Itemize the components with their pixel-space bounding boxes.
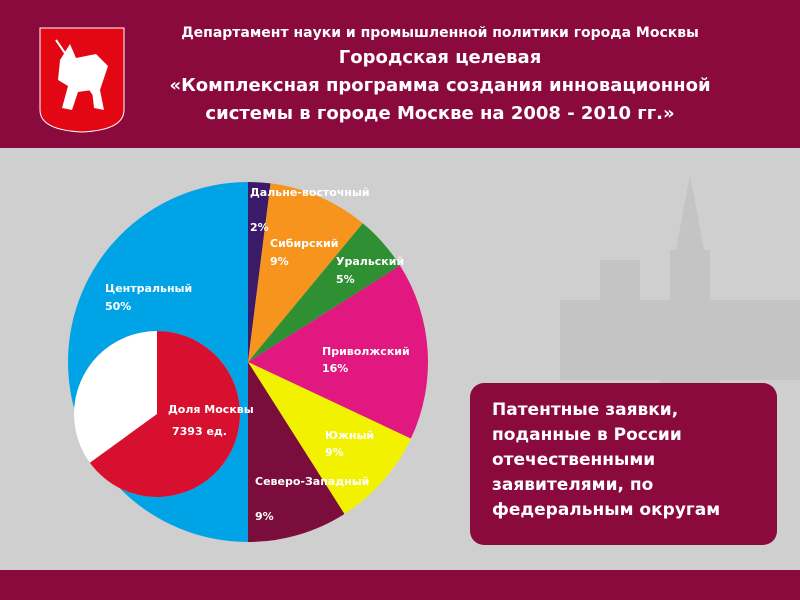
inset-slice [89,331,241,498]
pie-chart: Дальне-восточный 2%Сибирский 9% Уральский 5%… [68,182,429,542]
coat-of-arms [39,27,125,133]
pie-slice [248,182,271,362]
pie-slice [248,265,429,439]
slice-label: Приволжский [322,345,410,358]
slice-label: Сибирский [270,237,338,250]
callout-line: федеральным округам [492,500,720,520]
slice-label: Центральный [105,282,192,295]
callout-line: Патентные заявки, [492,400,678,420]
slice-value: 2% [250,221,269,234]
title-line: «Комплексная программа создания инноваци… [169,75,710,96]
slice-label: Уральский [336,255,404,268]
slice-value: 50% [105,300,131,313]
callout-line: поданные в России [492,425,682,445]
pie-slice [248,183,363,362]
inset-value: 7393 ед. [172,425,227,438]
slice-label: Южный [325,429,374,442]
department: Департамент науки и промышленной политик… [181,25,699,41]
pie-slice [248,362,411,514]
slice-value: 5% [336,273,355,286]
header-band [0,0,800,148]
pie-slice [248,223,400,362]
slice-value: 9% [270,255,289,268]
callout-box [470,383,777,545]
slice-label: Северо-Западный [255,475,369,488]
slice-value: 16% [322,362,348,375]
title-line: Городская целевая [339,47,542,68]
slice-label: Дальне-восточный [250,186,370,199]
kremlin-silhouette [560,175,800,400]
callout-line: заявителями, по [492,475,653,495]
callout-text: Патентные заявки, поданные в России отечес… [492,400,720,520]
title-line: системы в городе Москве на 2008 - 2010 г… [205,103,674,124]
pie-slice [248,362,345,542]
slice-value: 9% [325,446,344,459]
inset-label: Доля Москвы [168,403,254,416]
slice-value: 9% [255,510,274,523]
callout-line: отечественными [492,450,655,470]
footer-band [0,570,800,600]
